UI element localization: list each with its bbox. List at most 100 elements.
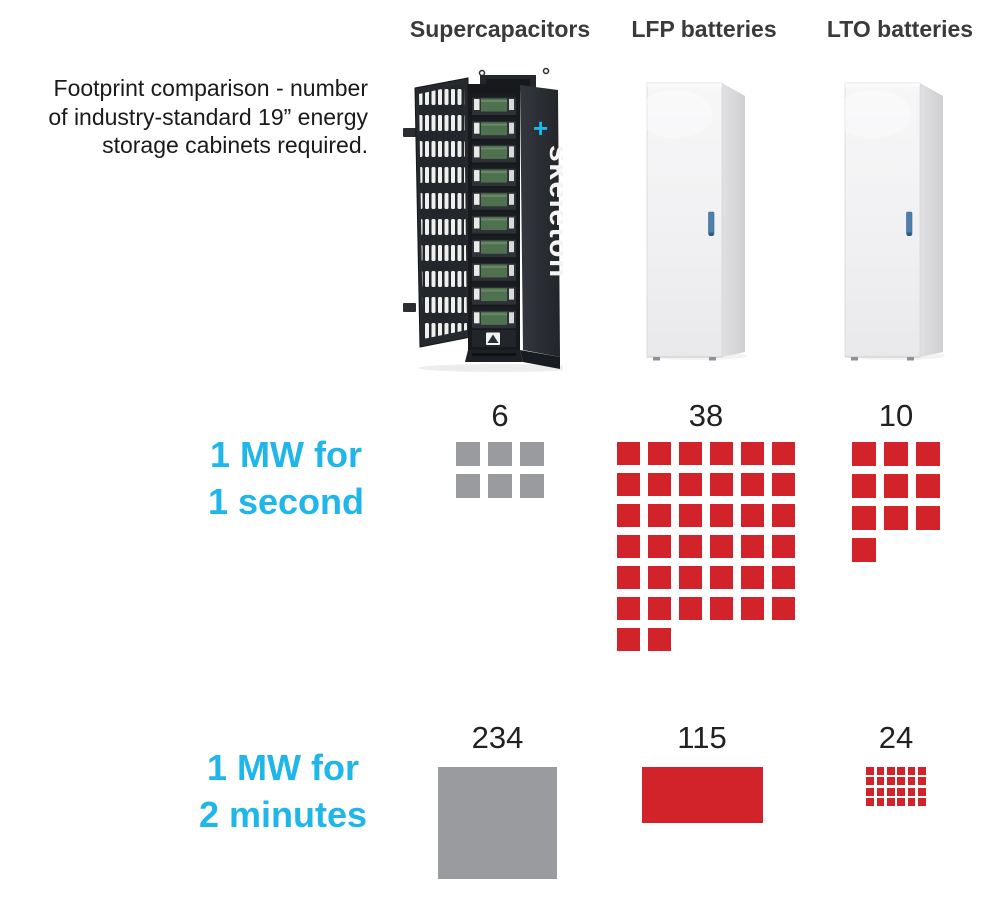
warning-triangle-icon xyxy=(487,334,499,343)
unit-square xyxy=(488,442,512,466)
unit-square xyxy=(710,597,733,620)
unit-square xyxy=(679,442,702,465)
unit-square xyxy=(884,442,908,466)
caption-line-2: of industry-standard 19” energy xyxy=(48,103,368,130)
pictogram-cell-supercap-2min: 234 xyxy=(437,720,558,879)
unit-square xyxy=(456,442,480,466)
unit-square xyxy=(741,597,764,620)
unit-square xyxy=(772,566,795,589)
unit-square xyxy=(648,566,671,589)
cabinet-count: 115 xyxy=(677,720,727,755)
plus-icon: + xyxy=(533,113,548,143)
unit-square xyxy=(876,798,885,806)
unit-square xyxy=(852,474,876,498)
unit-square xyxy=(488,474,512,498)
unit-square xyxy=(772,535,795,558)
unit-square xyxy=(617,628,640,651)
unit-square xyxy=(918,798,926,806)
row-label-1mw-2minutes: 1 MW for 2 minutes xyxy=(147,744,419,838)
lto-cabinet-image xyxy=(843,72,948,362)
cabinet-count: 234 xyxy=(471,720,524,755)
unit-square xyxy=(648,597,671,620)
unit-square-grid xyxy=(852,442,940,562)
unit-square xyxy=(916,506,940,530)
unit-square xyxy=(679,535,702,558)
unit-square xyxy=(884,506,908,530)
lfp-cabinet-image xyxy=(645,72,750,362)
unit-square xyxy=(772,597,795,620)
unit-square xyxy=(772,504,795,527)
cabinet-count: 6 xyxy=(491,398,509,433)
unit-square xyxy=(679,597,702,620)
unit-square xyxy=(918,787,926,796)
row-label-line: 1 MW for xyxy=(207,747,359,788)
unit-square xyxy=(679,566,702,589)
unit-square xyxy=(886,798,895,806)
unit-square xyxy=(897,787,906,796)
unit-square xyxy=(918,767,926,775)
unit-square xyxy=(617,504,640,527)
unit-square xyxy=(456,474,480,498)
unit-square xyxy=(648,442,671,465)
unit-square xyxy=(907,777,916,786)
unit-square xyxy=(918,777,926,786)
pictogram-cell-lfp-2min: 115 xyxy=(641,720,763,823)
unit-square xyxy=(897,798,906,806)
unit-square xyxy=(772,473,795,496)
unit-square-grid xyxy=(456,442,544,498)
unit-square xyxy=(852,538,876,562)
unit-square xyxy=(866,798,874,806)
unit-square xyxy=(866,767,874,775)
area-block xyxy=(641,767,763,823)
caption-text: Footprint comparison - number of industr… xyxy=(25,74,368,160)
row-label-line: 1 second xyxy=(207,481,365,522)
row-label-line: 1 MW for xyxy=(210,434,362,475)
pictogram-cell-lfp-1s: 38 xyxy=(617,398,795,651)
unit-square xyxy=(679,473,702,496)
unit-square xyxy=(741,504,764,527)
unit-square xyxy=(710,535,733,558)
unit-square xyxy=(876,777,885,786)
unit-square xyxy=(907,798,916,806)
unit-square xyxy=(897,767,906,775)
unit-square xyxy=(648,473,671,496)
unit-square xyxy=(852,506,876,530)
unit-square xyxy=(679,504,702,527)
column-header-lto-batteries: LTO batteries xyxy=(826,16,974,42)
unit-square xyxy=(916,442,940,466)
unit-square xyxy=(884,474,908,498)
unit-square xyxy=(852,442,876,466)
supercapacitor-cabinet-image: + skeleton xyxy=(403,67,563,372)
cabinet-count: 24 xyxy=(878,720,914,755)
unit-square xyxy=(897,777,906,786)
unit-square xyxy=(916,474,940,498)
pictogram-cell-lto-1s: 10 xyxy=(838,398,954,562)
unit-square xyxy=(866,787,874,796)
area-block xyxy=(438,767,557,879)
caption-line-3: storage cabinets required. xyxy=(102,132,368,158)
unit-square xyxy=(648,628,671,651)
unit-square xyxy=(617,535,640,558)
unit-square xyxy=(648,504,671,527)
unit-square xyxy=(907,787,916,796)
unit-square xyxy=(617,566,640,589)
unit-square xyxy=(876,767,885,775)
unit-square xyxy=(886,777,895,786)
cabinet-count: 10 xyxy=(878,398,914,433)
column-header-lfp-batteries: LFP batteries xyxy=(631,16,777,42)
unit-square xyxy=(866,777,874,786)
open-door xyxy=(414,77,472,348)
unit-square xyxy=(520,442,544,466)
unit-square xyxy=(617,473,640,496)
unit-square xyxy=(741,566,764,589)
unit-square xyxy=(741,442,764,465)
unit-square xyxy=(886,767,895,775)
cabinet-count: 38 xyxy=(688,398,724,433)
unit-square xyxy=(741,535,764,558)
skeleton-logo-text: skeleton xyxy=(543,145,563,279)
unit-square xyxy=(886,787,895,796)
unit-square xyxy=(772,442,795,465)
pictogram-cell-supercap-1s: 6 xyxy=(440,398,560,498)
unit-square-grid xyxy=(617,442,795,651)
